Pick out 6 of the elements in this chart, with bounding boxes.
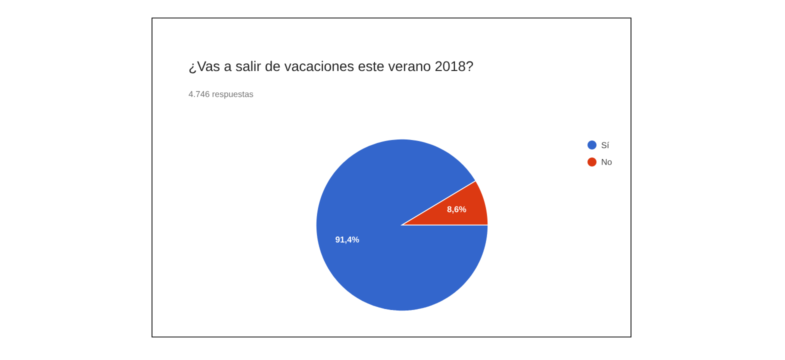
data-label: 8,6%	[447, 206, 466, 214]
legend-label: Sí	[602, 142, 610, 148]
chart-title: ¿Vas a salir de vacaciones este verano 2018?	[189, 60, 474, 74]
data-label: 91,4%	[336, 236, 360, 244]
legend-label: No	[602, 159, 612, 165]
text: 4.746 respuestas	[188, 91, 254, 99]
